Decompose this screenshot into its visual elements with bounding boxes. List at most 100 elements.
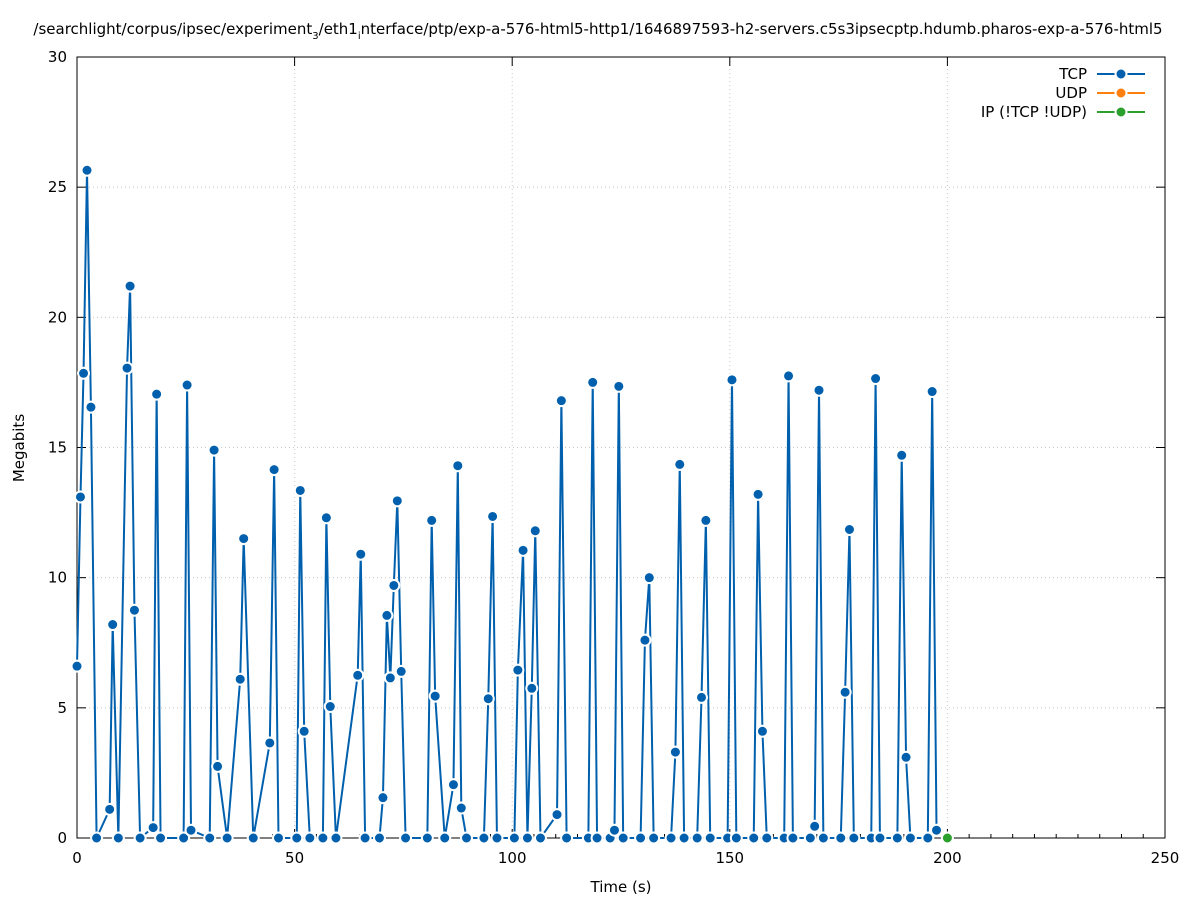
data-point — [677, 831, 691, 845]
data-point — [786, 831, 800, 845]
data-point — [246, 831, 260, 845]
data-point — [747, 831, 761, 845]
data-point — [111, 831, 125, 845]
data-point — [354, 547, 368, 561]
data-point — [319, 511, 333, 525]
y-axis-label: Megabits — [10, 414, 28, 482]
data-point — [490, 831, 504, 845]
y-tick-label: 5 — [57, 699, 67, 717]
data-point — [220, 831, 234, 845]
data-point — [316, 831, 330, 845]
data-point — [203, 831, 217, 845]
data-point — [647, 831, 661, 845]
data-point — [554, 394, 568, 408]
data-point — [376, 791, 390, 805]
data-point — [899, 750, 913, 764]
data-point — [895, 448, 909, 462]
data-point — [921, 831, 935, 845]
legend-label: IP (!TCP !UDP) — [981, 103, 1087, 121]
data-point — [634, 831, 648, 845]
data-point — [70, 659, 84, 673]
data-point — [106, 618, 120, 632]
data-point — [834, 831, 848, 845]
data-point — [638, 633, 652, 647]
legend-swatch-point — [1114, 105, 1128, 119]
data-point — [438, 831, 452, 845]
data-point — [940, 831, 954, 845]
data-point — [451, 459, 465, 473]
data-point — [383, 671, 397, 685]
data-point — [560, 831, 574, 845]
x-axis-label: Time (s) — [590, 878, 652, 896]
data-point — [323, 700, 337, 714]
data-point — [358, 831, 372, 845]
data-point — [180, 378, 194, 392]
data-point — [869, 372, 883, 386]
data-point — [516, 543, 530, 557]
data-point — [351, 668, 365, 682]
data-point — [428, 689, 442, 703]
data-point — [387, 578, 401, 592]
axis-ticks: 0 50 100 150 200 250 0 5 10 15 20 25 30 — [48, 48, 1179, 867]
data-point — [664, 831, 678, 845]
data-point — [380, 608, 394, 622]
data-point — [612, 379, 626, 393]
data-point — [211, 759, 225, 773]
y-tick-label: 10 — [48, 569, 67, 587]
data-point — [425, 513, 439, 527]
legend-label: TCP — [1058, 65, 1087, 83]
data-point — [586, 375, 600, 389]
data-point — [847, 831, 861, 845]
data-point — [838, 685, 852, 699]
x-tick-label: 0 — [72, 849, 82, 867]
data-point — [90, 831, 104, 845]
y-tick-label: 15 — [48, 439, 67, 457]
y-tick-label: 25 — [48, 178, 67, 196]
data-point — [782, 369, 796, 383]
legend-label: UDP — [1055, 84, 1087, 102]
data-point — [297, 724, 311, 738]
data-point — [760, 831, 774, 845]
data-point — [184, 823, 198, 837]
data-point — [590, 831, 604, 845]
data-point — [133, 831, 147, 845]
series-line — [76, 169, 938, 839]
data-point — [267, 463, 281, 477]
data-point — [394, 664, 408, 678]
data-point — [699, 513, 713, 527]
data-point — [695, 690, 709, 704]
data-point — [890, 831, 904, 845]
data-point — [446, 778, 460, 792]
data-point — [703, 831, 717, 845]
data-point — [525, 681, 539, 695]
data-point — [755, 724, 769, 738]
data-point — [237, 532, 251, 546]
data-point — [812, 383, 826, 397]
data-point — [528, 524, 542, 538]
data-point — [668, 745, 682, 759]
data-point — [290, 831, 304, 845]
data-point — [454, 801, 468, 815]
data-point — [816, 831, 830, 845]
data-point — [372, 831, 386, 845]
data-point — [84, 400, 98, 414]
data-point — [511, 663, 525, 677]
data-point — [751, 487, 765, 501]
data-point — [293, 483, 307, 497]
data-point — [303, 831, 317, 845]
data-point — [642, 571, 656, 585]
data-point — [271, 831, 285, 845]
y-tick-label: 20 — [48, 308, 67, 326]
data-point — [725, 373, 739, 387]
data-point — [329, 831, 343, 845]
data-point — [460, 831, 474, 845]
data-point — [177, 831, 191, 845]
x-tick-label: 250 — [1151, 849, 1180, 867]
data-point — [207, 443, 221, 457]
data-point — [233, 672, 247, 686]
data-point — [73, 490, 87, 504]
data-point — [842, 523, 856, 537]
data-point — [729, 831, 743, 845]
x-tick-label: 100 — [498, 849, 527, 867]
data-point — [154, 831, 168, 845]
